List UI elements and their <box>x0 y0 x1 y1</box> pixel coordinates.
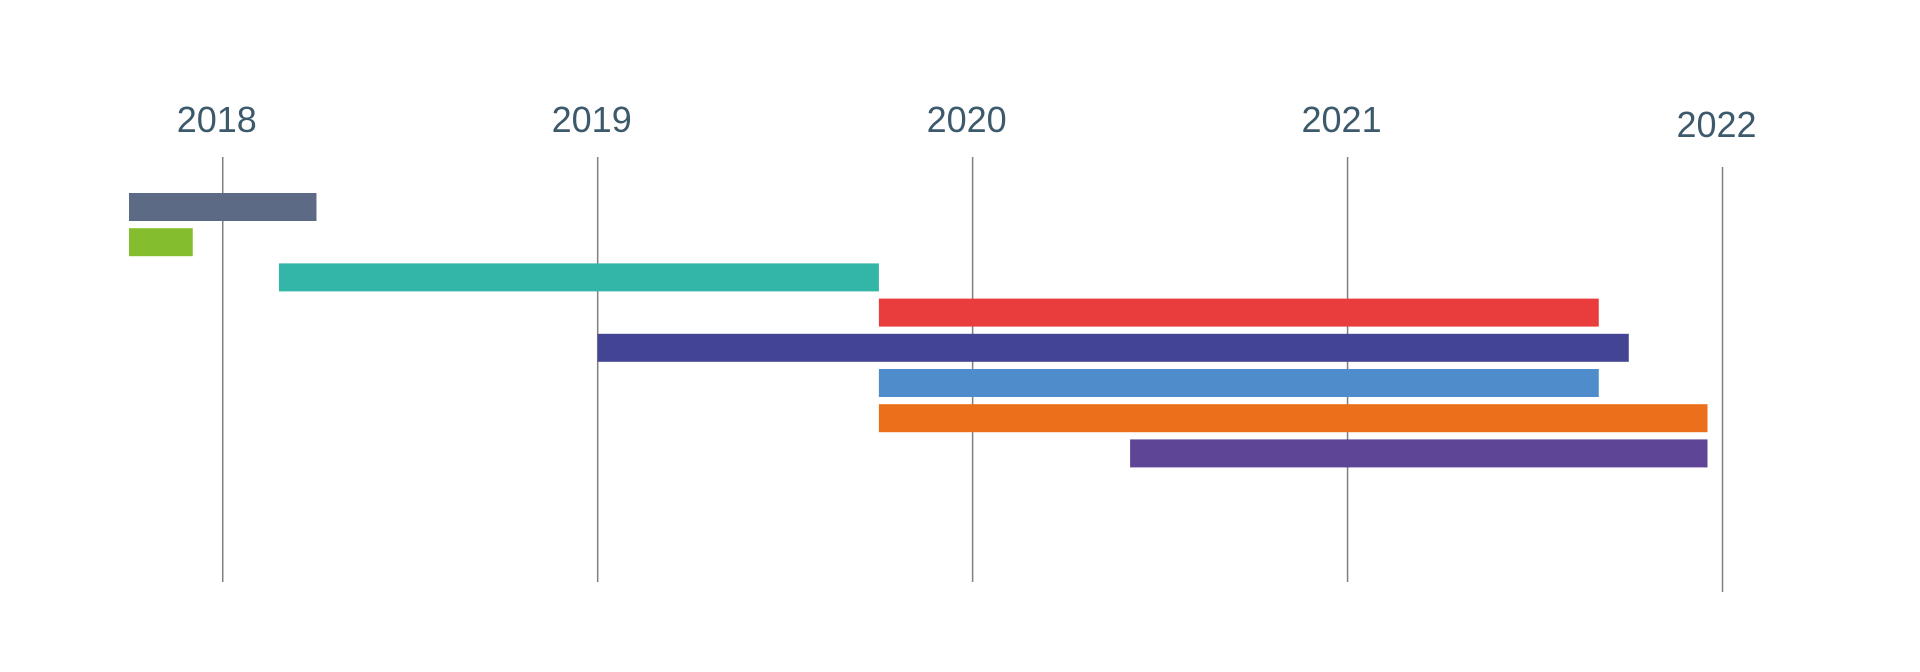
tick-label-2019: 2019 <box>552 99 632 140</box>
timeline-bar-1 <box>129 193 317 221</box>
year-tick-labels: 2018 2019 2020 2021 2022 <box>177 99 1757 145</box>
timeline-bar-5 <box>597 333 1629 362</box>
tick-label-2021: 2021 <box>1302 99 1382 140</box>
timeline-bar-7 <box>878 404 1708 433</box>
timeline-bar-2 <box>129 228 193 257</box>
timeline-bar-8 <box>1130 439 1708 468</box>
tick-label-2018: 2018 <box>177 99 257 140</box>
tick-label-2022: 2022 <box>1676 104 1756 145</box>
timeline-bar-6 <box>878 369 1599 397</box>
timeline-bar-4 <box>878 298 1599 327</box>
timeline-bars <box>129 193 1708 468</box>
timeline-bar-3 <box>278 263 879 292</box>
tick-label-2020: 2020 <box>927 99 1007 140</box>
